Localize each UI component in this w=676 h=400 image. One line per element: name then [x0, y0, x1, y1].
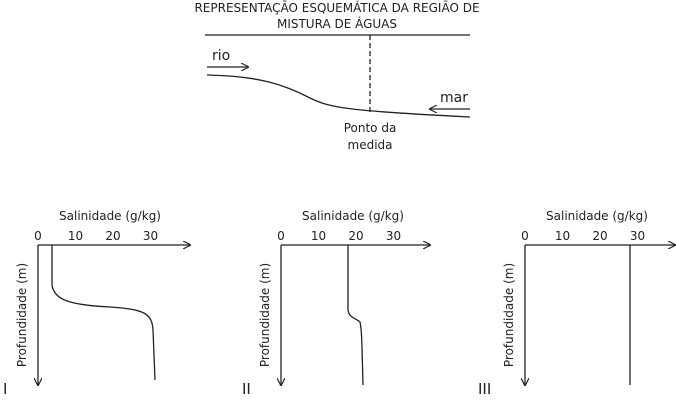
point-label: medida — [348, 138, 393, 152]
tick-label: 30 — [143, 229, 158, 243]
y-title: Profundidade (m) — [502, 263, 516, 367]
tick-label: 10 — [311, 229, 326, 243]
river-label: rio — [212, 48, 230, 64]
tick-label: 20 — [348, 229, 363, 243]
x-title: Salinidade (g/kg) — [302, 209, 404, 223]
tick-label: 30 — [630, 229, 645, 243]
tick-label: 10 — [555, 229, 570, 243]
salinity-profile — [347, 245, 364, 386]
salinity-profile — [51, 245, 156, 381]
sea-label: mar — [440, 90, 468, 106]
water-boundary — [206, 74, 471, 118]
panel-label: II — [242, 380, 251, 398]
panel-label: III — [478, 380, 491, 398]
point-label: Ponto da — [344, 121, 397, 135]
y-title: Profundidade (m) — [258, 263, 272, 367]
tick-label: 0 — [277, 229, 285, 243]
panel-label: I — [3, 380, 7, 398]
title: REPRESENTAÇÃO ESQUEMÁTICA DA REGIÃO DE — [194, 0, 479, 15]
panels: Salinidade (g/kg) Profundidade (m) 0 10 20 30… — [3, 209, 675, 398]
tick-label: 10 — [68, 229, 83, 243]
tick-label: 30 — [386, 229, 401, 243]
title: MISTURA DE ÁGUAS — [277, 16, 397, 31]
tick-label: 0 — [521, 229, 529, 243]
x-title: Salinidade (g/kg) — [546, 209, 648, 223]
tick-label: 20 — [592, 229, 607, 243]
tick-label: 20 — [105, 229, 120, 243]
x-title: Salinidade (g/kg) — [59, 209, 161, 223]
y-title: Profundidade (m) — [15, 263, 29, 367]
tick-label: 0 — [34, 229, 42, 243]
